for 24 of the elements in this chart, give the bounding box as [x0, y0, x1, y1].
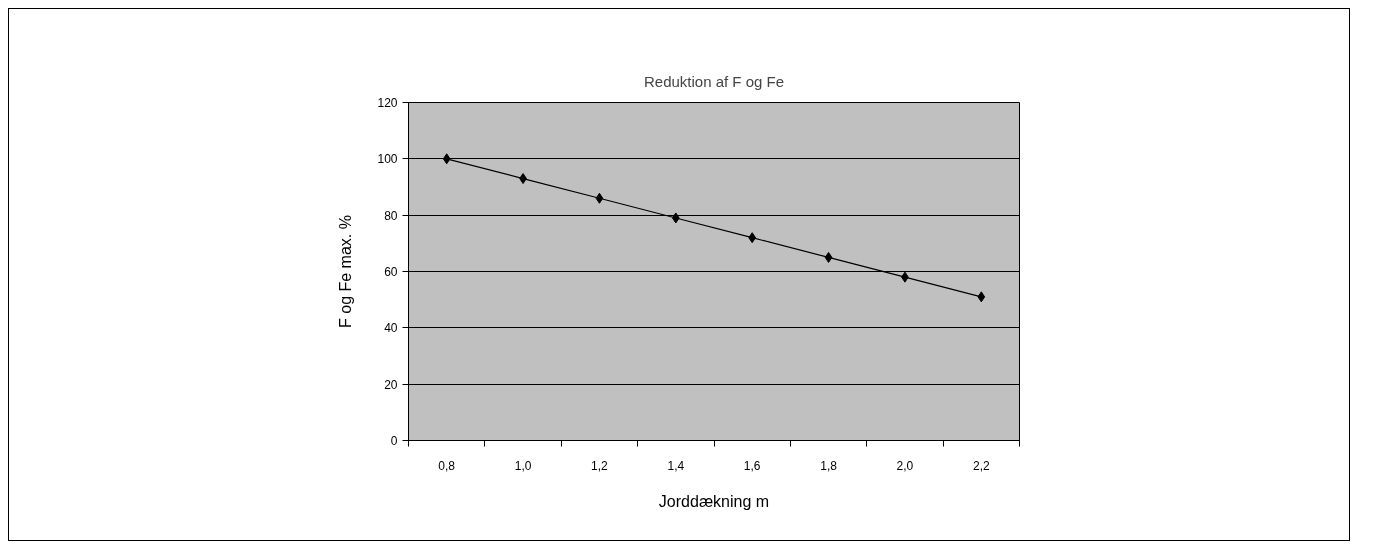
x-tick-label: 1,4	[667, 458, 685, 473]
point	[595, 192, 604, 204]
y-tick-label: 0	[390, 434, 398, 448]
y-tick-label: 100	[377, 152, 398, 167]
point	[977, 291, 986, 303]
y-tick-label: 80	[384, 208, 398, 223]
y-tick-label: 40	[384, 321, 398, 336]
y-tick-label: 60	[384, 265, 398, 279]
x-tick-label: 2,0	[896, 458, 914, 473]
x-tick-label: 1,6	[743, 458, 761, 473]
y-tick-label: 120	[377, 96, 398, 110]
point	[824, 251, 833, 263]
y-axis-title: F og Fe max. %	[337, 215, 355, 328]
y-tick-label: 20	[384, 377, 398, 392]
point	[671, 212, 680, 224]
x-tick-label: 1,8	[820, 458, 838, 473]
x-axis-title: Jorddækning m	[658, 492, 770, 510]
x-tick-label: 1,0	[514, 458, 532, 473]
x-tick-label: 1,2	[591, 458, 609, 473]
x-tick-label: 0,8	[438, 458, 456, 473]
point	[442, 153, 451, 165]
point	[748, 232, 757, 244]
chart-title: Reduktion af F og Fe	[643, 73, 785, 90]
x-tick-label: 2,2	[972, 458, 990, 473]
